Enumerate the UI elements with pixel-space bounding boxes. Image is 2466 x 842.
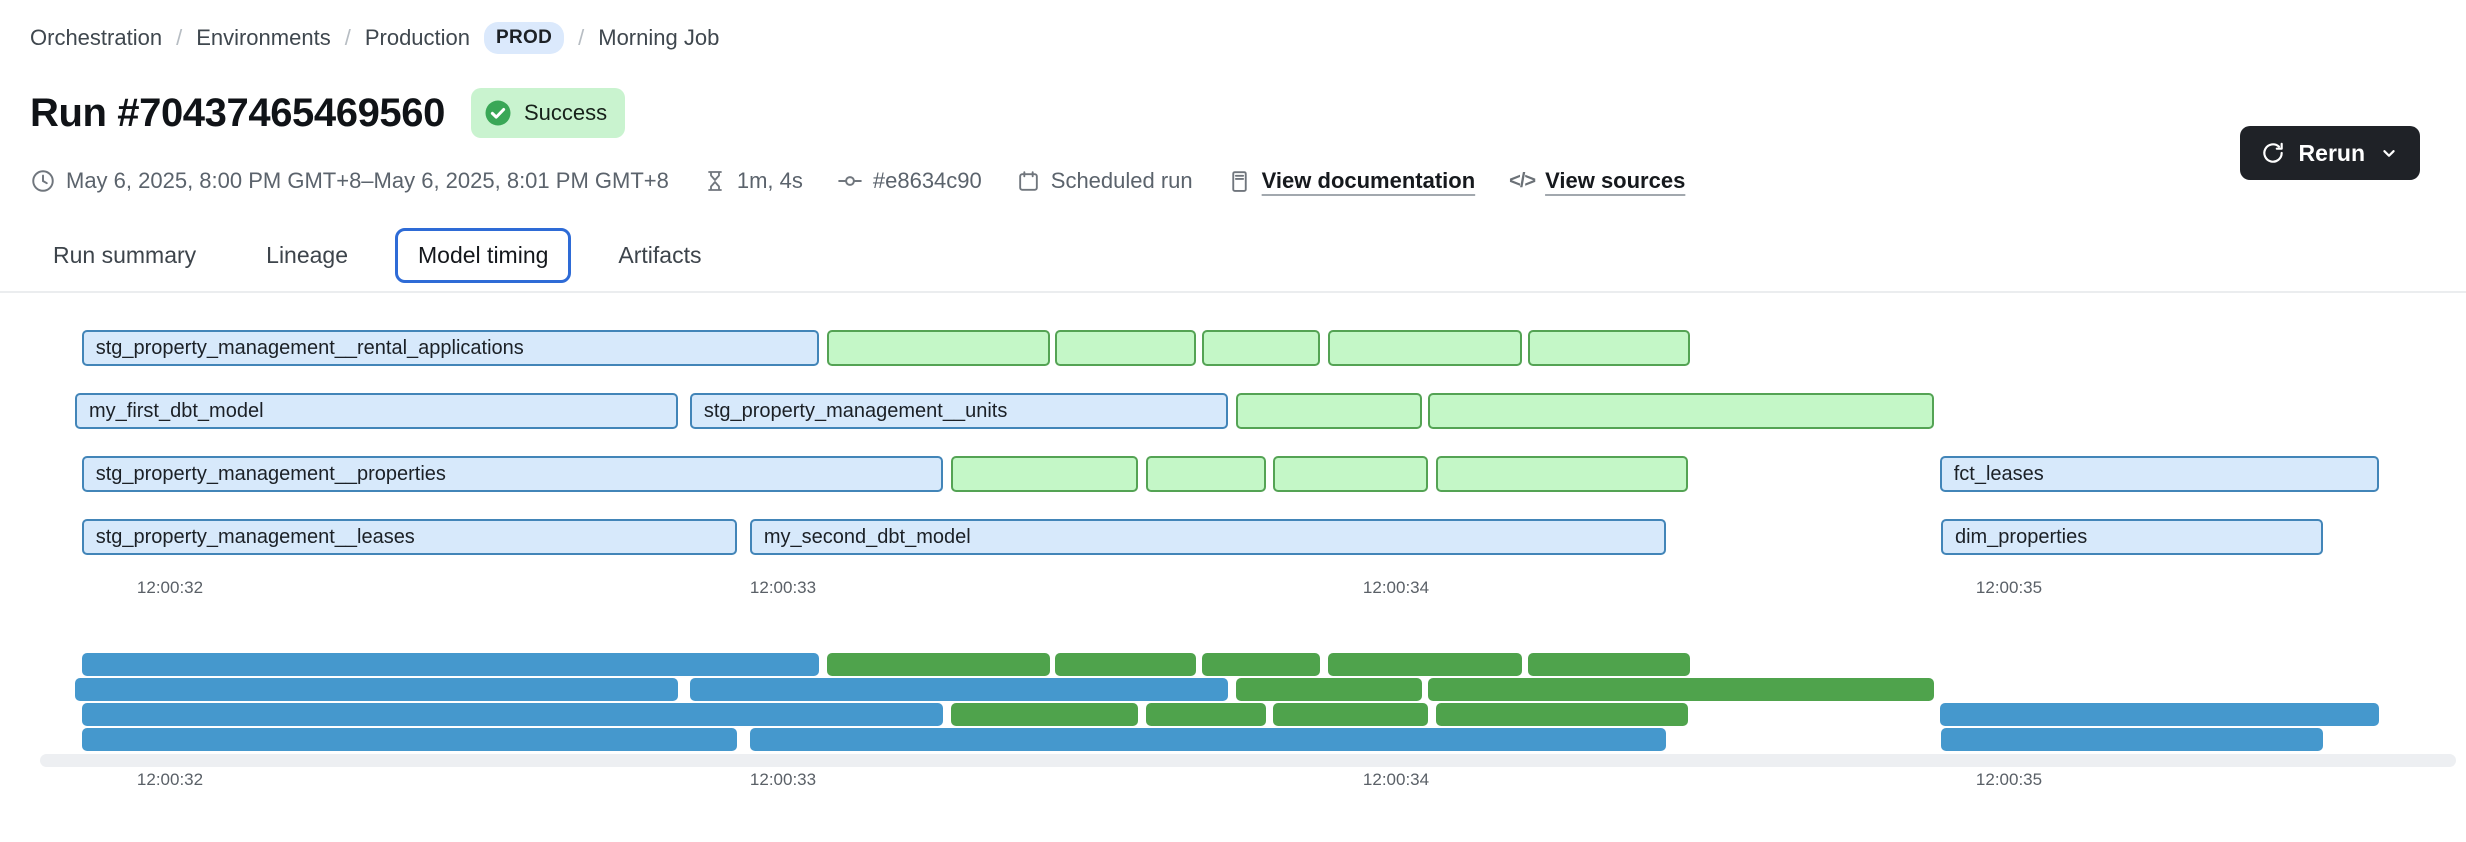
minimap-model-bar xyxy=(82,703,943,726)
model-bar[interactable]: dim_properties xyxy=(1941,519,2323,555)
model-bar[interactable]: stg_property_management__rental_applicat… xyxy=(82,330,819,366)
time-tick-label: 12:00:32 xyxy=(100,578,240,598)
test-bar[interactable] xyxy=(1328,330,1522,366)
test-bar[interactable] xyxy=(1273,456,1428,492)
minimap-test-bar xyxy=(1428,678,1934,701)
test-bar[interactable] xyxy=(827,330,1050,366)
time-tick-label: 12:00:34 xyxy=(1326,578,1466,598)
model-bar[interactable]: my_second_dbt_model xyxy=(750,519,1666,555)
bar-label: stg_property_management__rental_applicat… xyxy=(84,337,524,360)
minimap-test-bar xyxy=(1236,678,1422,701)
test-bar[interactable] xyxy=(1055,330,1196,366)
minimap-time-tick-label: 12:00:32 xyxy=(100,770,240,790)
model-bar[interactable]: fct_leases xyxy=(1940,456,2380,492)
bar-label: my_second_dbt_model xyxy=(752,526,971,549)
test-bar[interactable] xyxy=(951,456,1138,492)
minimap-test-bar xyxy=(1055,653,1196,676)
model-timing-chart: stg_property_management__rental_applicat… xyxy=(0,0,2466,842)
run-page: Orchestration / Environments / Productio… xyxy=(0,0,2466,842)
bar-label: my_first_dbt_model xyxy=(77,400,264,423)
test-bar[interactable] xyxy=(1236,393,1422,429)
minimap-brush-track[interactable] xyxy=(40,754,2456,767)
model-bar[interactable]: my_first_dbt_model xyxy=(75,393,678,429)
bar-label: dim_properties xyxy=(1943,526,2087,549)
minimap-test-bar xyxy=(1146,703,1266,726)
minimap-test-bar xyxy=(827,653,1050,676)
test-bar[interactable] xyxy=(1202,330,1320,366)
minimap-time-tick-label: 12:00:34 xyxy=(1326,770,1466,790)
minimap-time-tick-label: 12:00:35 xyxy=(1939,770,2079,790)
test-bar[interactable] xyxy=(1528,330,1690,366)
minimap-model-bar xyxy=(82,653,819,676)
minimap-model-bar xyxy=(750,728,1666,751)
bar-label: stg_property_management__units xyxy=(692,400,1008,423)
minimap-test-bar xyxy=(1528,653,1690,676)
bar-label: stg_property_management__properties xyxy=(84,463,446,486)
minimap-time-tick-label: 12:00:33 xyxy=(713,770,853,790)
minimap-model-bar xyxy=(1941,728,2323,751)
minimap-test-bar xyxy=(1273,703,1428,726)
test-bar[interactable] xyxy=(1428,393,1934,429)
minimap-test-bar xyxy=(951,703,1138,726)
test-bar[interactable] xyxy=(1436,456,1688,492)
minimap-test-bar xyxy=(1436,703,1688,726)
minimap-test-bar xyxy=(1328,653,1522,676)
minimap-model-bar xyxy=(1940,703,2380,726)
time-tick-label: 12:00:35 xyxy=(1939,578,2079,598)
time-tick-label: 12:00:33 xyxy=(713,578,853,598)
test-bar[interactable] xyxy=(1146,456,1266,492)
model-bar[interactable]: stg_property_management__leases xyxy=(82,519,737,555)
bar-label: fct_leases xyxy=(1942,463,2044,486)
model-bar[interactable]: stg_property_management__units xyxy=(690,393,1228,429)
model-bar[interactable]: stg_property_management__properties xyxy=(82,456,943,492)
minimap-model-bar xyxy=(690,678,1228,701)
minimap-model-bar xyxy=(82,728,737,751)
bar-label: stg_property_management__leases xyxy=(84,526,415,549)
minimap-model-bar xyxy=(75,678,678,701)
minimap-test-bar xyxy=(1202,653,1320,676)
